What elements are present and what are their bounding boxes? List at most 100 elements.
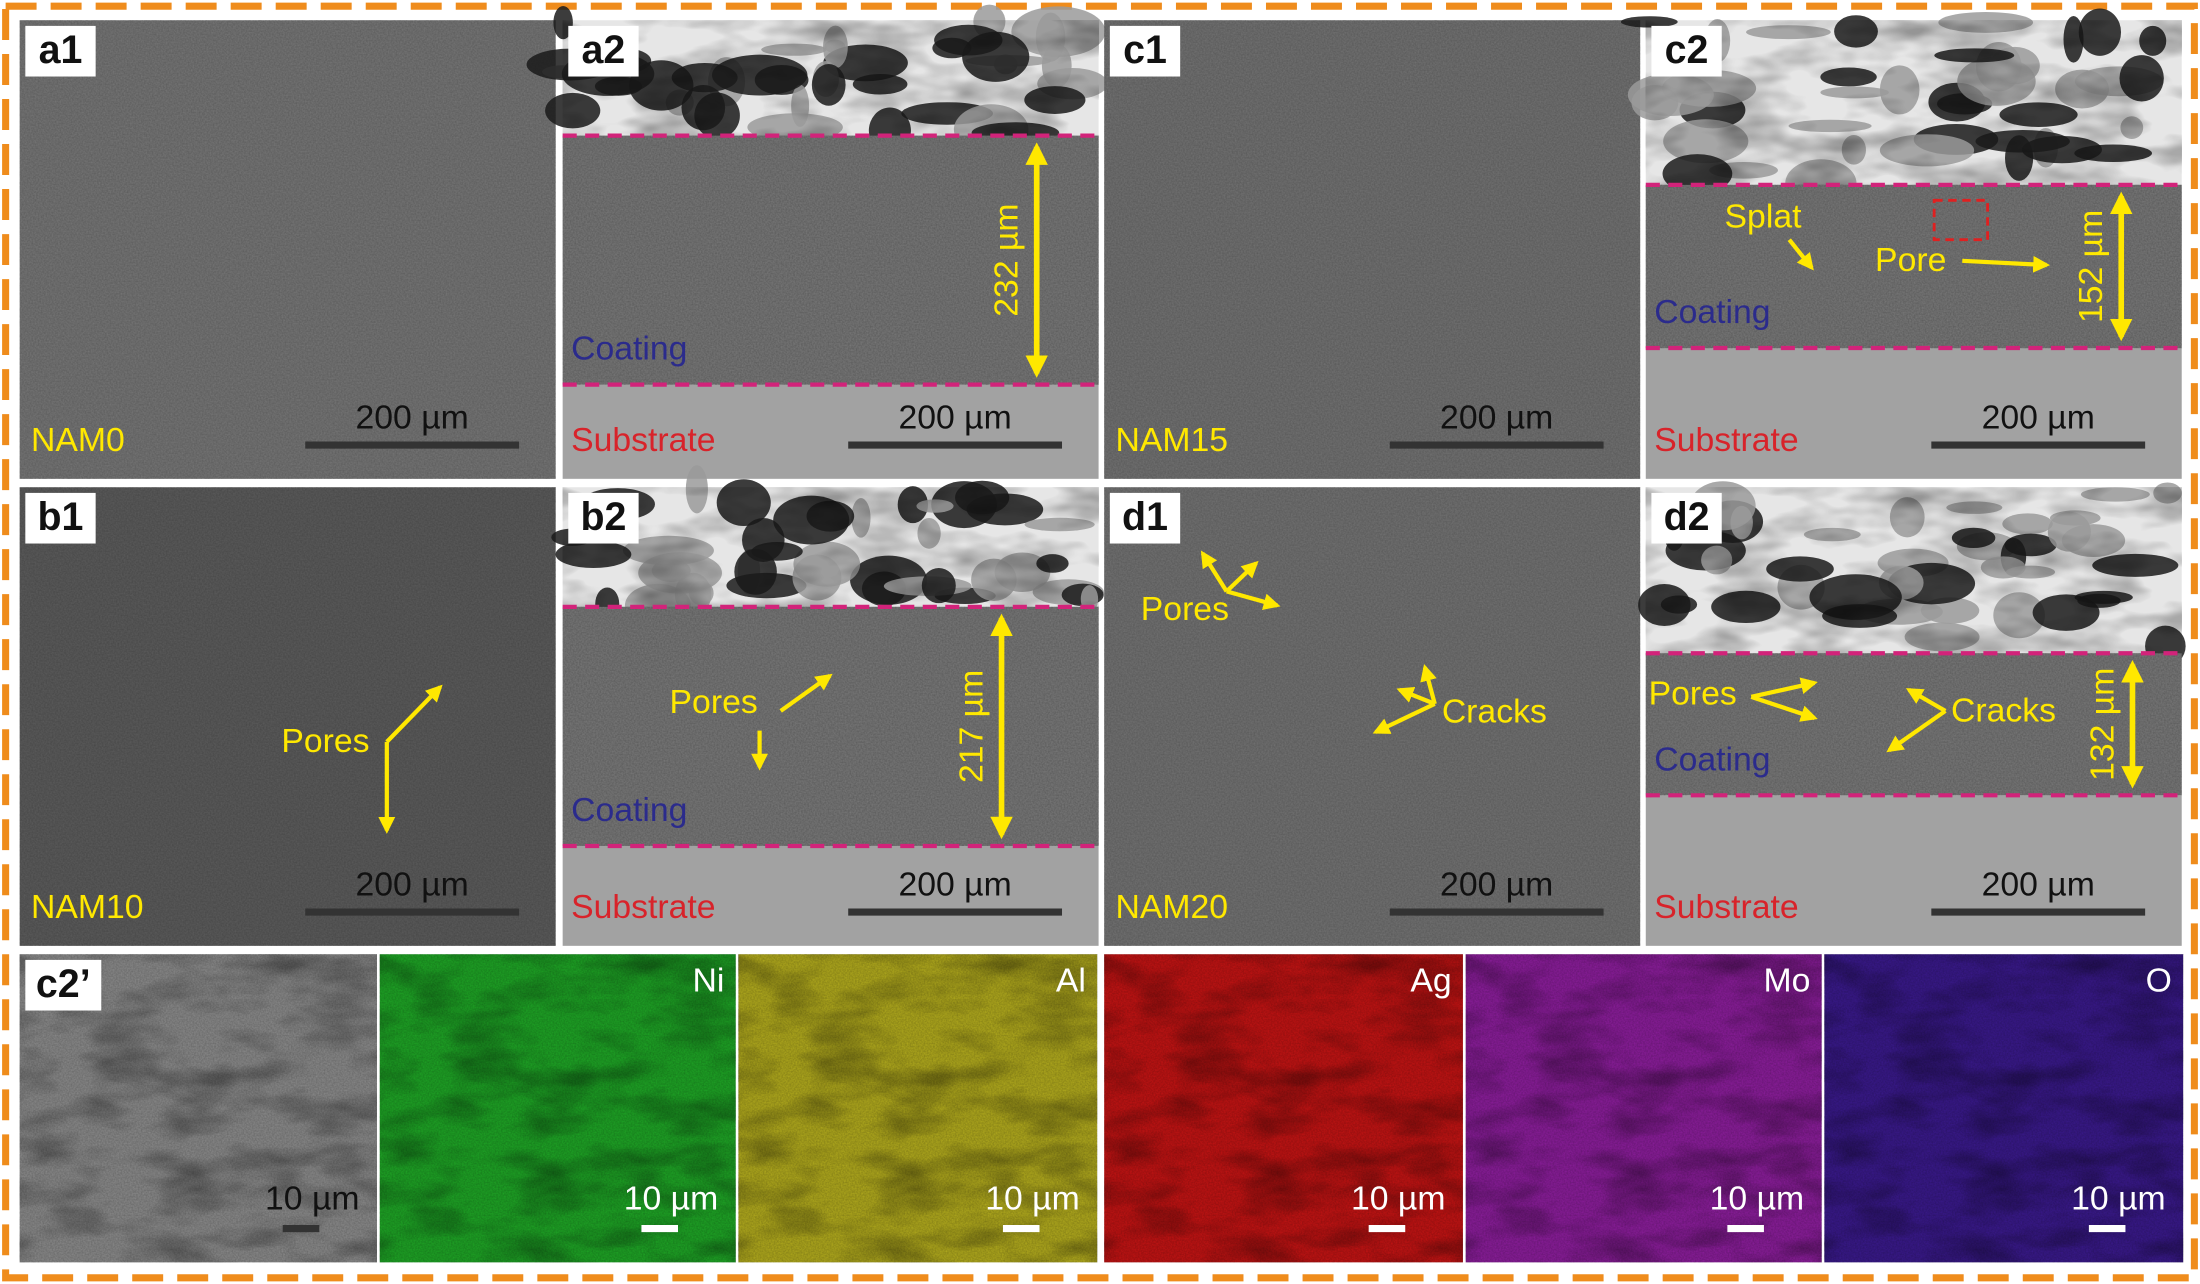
annotation-arrow bbox=[1372, 701, 1436, 734]
scale-bar-label: 200 µm bbox=[898, 866, 1011, 904]
micrograph-panel: NAM15 c1 200 µm bbox=[1104, 20, 1641, 479]
scale-bar-label: 10 µm bbox=[985, 1179, 1079, 1217]
epoxy-texture bbox=[1645, 20, 2182, 185]
sample-label: NAM10 bbox=[31, 888, 144, 926]
annotation-label: Pores bbox=[281, 722, 369, 760]
epoxy-texture bbox=[1645, 487, 2182, 654]
element-label: Ag bbox=[1410, 961, 1451, 999]
noise bbox=[1104, 487, 1641, 946]
panel-label: a1 bbox=[39, 28, 83, 72]
noise bbox=[19, 487, 556, 946]
annotation-label: Pores bbox=[670, 683, 758, 721]
scale-bar-label: 10 µm bbox=[265, 1179, 359, 1217]
micrograph-panel: 217 µm Coating Substrate b2 200 µm Pores bbox=[551, 465, 1104, 946]
sample-label: NAM0 bbox=[31, 421, 125, 459]
annotation-label: Pore bbox=[1875, 241, 1946, 279]
panel-label-box bbox=[1109, 25, 1181, 77]
annotation-arrow bbox=[1420, 664, 1437, 705]
eds-map: Ni 10 µm bbox=[379, 954, 736, 1263]
panel-label: c1 bbox=[1123, 28, 1167, 72]
micrograph-panel: NAM0 a1 200 µm bbox=[19, 20, 556, 479]
scale-bar-label: 200 µm bbox=[356, 866, 469, 904]
substrate-region bbox=[562, 845, 1099, 946]
substrate-region bbox=[562, 384, 1099, 479]
annotation-arrow bbox=[1905, 687, 1947, 713]
panel-label-box bbox=[25, 959, 102, 1011]
element-label: Mo bbox=[1763, 961, 1810, 999]
scale-bar-label: 10 µm bbox=[1351, 1179, 1445, 1217]
micrograph-panel: NAM10 b1 200 µm Pores bbox=[19, 487, 556, 946]
annotation-arrow bbox=[1200, 550, 1229, 593]
coating-label: Coating bbox=[571, 791, 687, 829]
scale-bar-label: 200 µm bbox=[1982, 866, 2095, 904]
element-label: Al bbox=[1056, 961, 1086, 999]
annotation-arrow bbox=[1396, 687, 1436, 706]
panel-label: d2 bbox=[1664, 495, 1710, 539]
eds-map: Ag 10 µm bbox=[1104, 954, 1463, 1263]
panel-label-box bbox=[25, 492, 96, 544]
eds-map: c2’ 10 µm bbox=[19, 954, 377, 1263]
eds-map: Al 10 µm bbox=[738, 954, 1098, 1263]
noise bbox=[1104, 954, 1463, 1263]
panel-label: b1 bbox=[38, 495, 84, 539]
thickness-label: 132 µm bbox=[2083, 668, 2121, 781]
annotation-label: Cracks bbox=[1951, 691, 2056, 729]
sample-label: NAM15 bbox=[1115, 421, 1228, 459]
scale-bar-label: 200 µm bbox=[1440, 866, 1553, 904]
annotation-label: Cracks bbox=[1442, 693, 1547, 731]
annotation-arrow bbox=[1886, 709, 1947, 753]
annotation-arrow bbox=[1226, 589, 1281, 610]
micrograph-panel: NAM20 d1 200 µm Pores Cracks bbox=[1104, 487, 1641, 946]
panel-label-box bbox=[1651, 492, 1722, 544]
noise bbox=[1645, 653, 2182, 796]
noise bbox=[562, 135, 1099, 385]
annotation-arrow bbox=[1787, 238, 1814, 271]
panel-label: d1 bbox=[1122, 495, 1168, 539]
micrograph-panel: 232 µm Coating Substrate a2 200 µm bbox=[526, 4, 1108, 479]
eds-region-box bbox=[1932, 198, 1990, 242]
eds-map: O 10 µm bbox=[1824, 954, 2184, 1263]
micrograph-panel: 132 µm Coating Substrate d2 200 µm Pores Crack… bbox=[1638, 481, 2186, 946]
substrate-label: Substrate bbox=[571, 888, 715, 926]
coating-label: Coating bbox=[1654, 293, 1770, 331]
annotation-arrow bbox=[1962, 255, 2051, 273]
panel-label-box bbox=[1651, 25, 1722, 77]
substrate-region bbox=[1645, 795, 2182, 946]
epoxy-texture bbox=[562, 20, 1099, 136]
substrate-label: Substrate bbox=[1654, 421, 1798, 459]
thickness-label: 217 µm bbox=[952, 670, 990, 783]
scale-bar-label: 200 µm bbox=[1440, 399, 1553, 437]
noise bbox=[1465, 954, 1822, 1263]
panel-label-box bbox=[568, 492, 639, 544]
scale-bar-label: 10 µm bbox=[624, 1179, 718, 1217]
scale-bar-label: 10 µm bbox=[1710, 1179, 1804, 1217]
noise bbox=[379, 954, 736, 1263]
thickness-label: 152 µm bbox=[2072, 210, 2110, 323]
coating-label: Coating bbox=[571, 330, 687, 368]
panel-label: c2’ bbox=[36, 962, 91, 1006]
scale-bar-label: 200 µm bbox=[356, 399, 469, 437]
panel-label-box bbox=[1109, 492, 1181, 544]
panel-label: c2 bbox=[1665, 28, 1709, 72]
micrograph-panel: 152 µm Coating Substrate c2 200 µm Splat Pore bbox=[1620, 8, 2182, 479]
annotation-label: Splat bbox=[1725, 198, 1803, 236]
element-label: O bbox=[2146, 961, 2172, 999]
annotation-arrow bbox=[1225, 560, 1259, 593]
substrate-region bbox=[1645, 348, 2182, 479]
noise bbox=[1645, 184, 2182, 349]
panel-label: a2 bbox=[582, 28, 626, 72]
panel-label-box bbox=[568, 25, 639, 77]
substrate-label: Substrate bbox=[571, 421, 715, 459]
coating-label: Coating bbox=[1654, 740, 1770, 778]
annotation-arrow bbox=[1750, 694, 1818, 722]
scale-bar-label: 200 µm bbox=[898, 399, 1011, 437]
noise bbox=[19, 20, 556, 479]
sample-label: NAM20 bbox=[1115, 888, 1228, 926]
substrate-label: Substrate bbox=[1654, 888, 1798, 926]
thickness-label: 232 µm bbox=[987, 203, 1025, 316]
annotation-label: Pores bbox=[1141, 590, 1229, 628]
